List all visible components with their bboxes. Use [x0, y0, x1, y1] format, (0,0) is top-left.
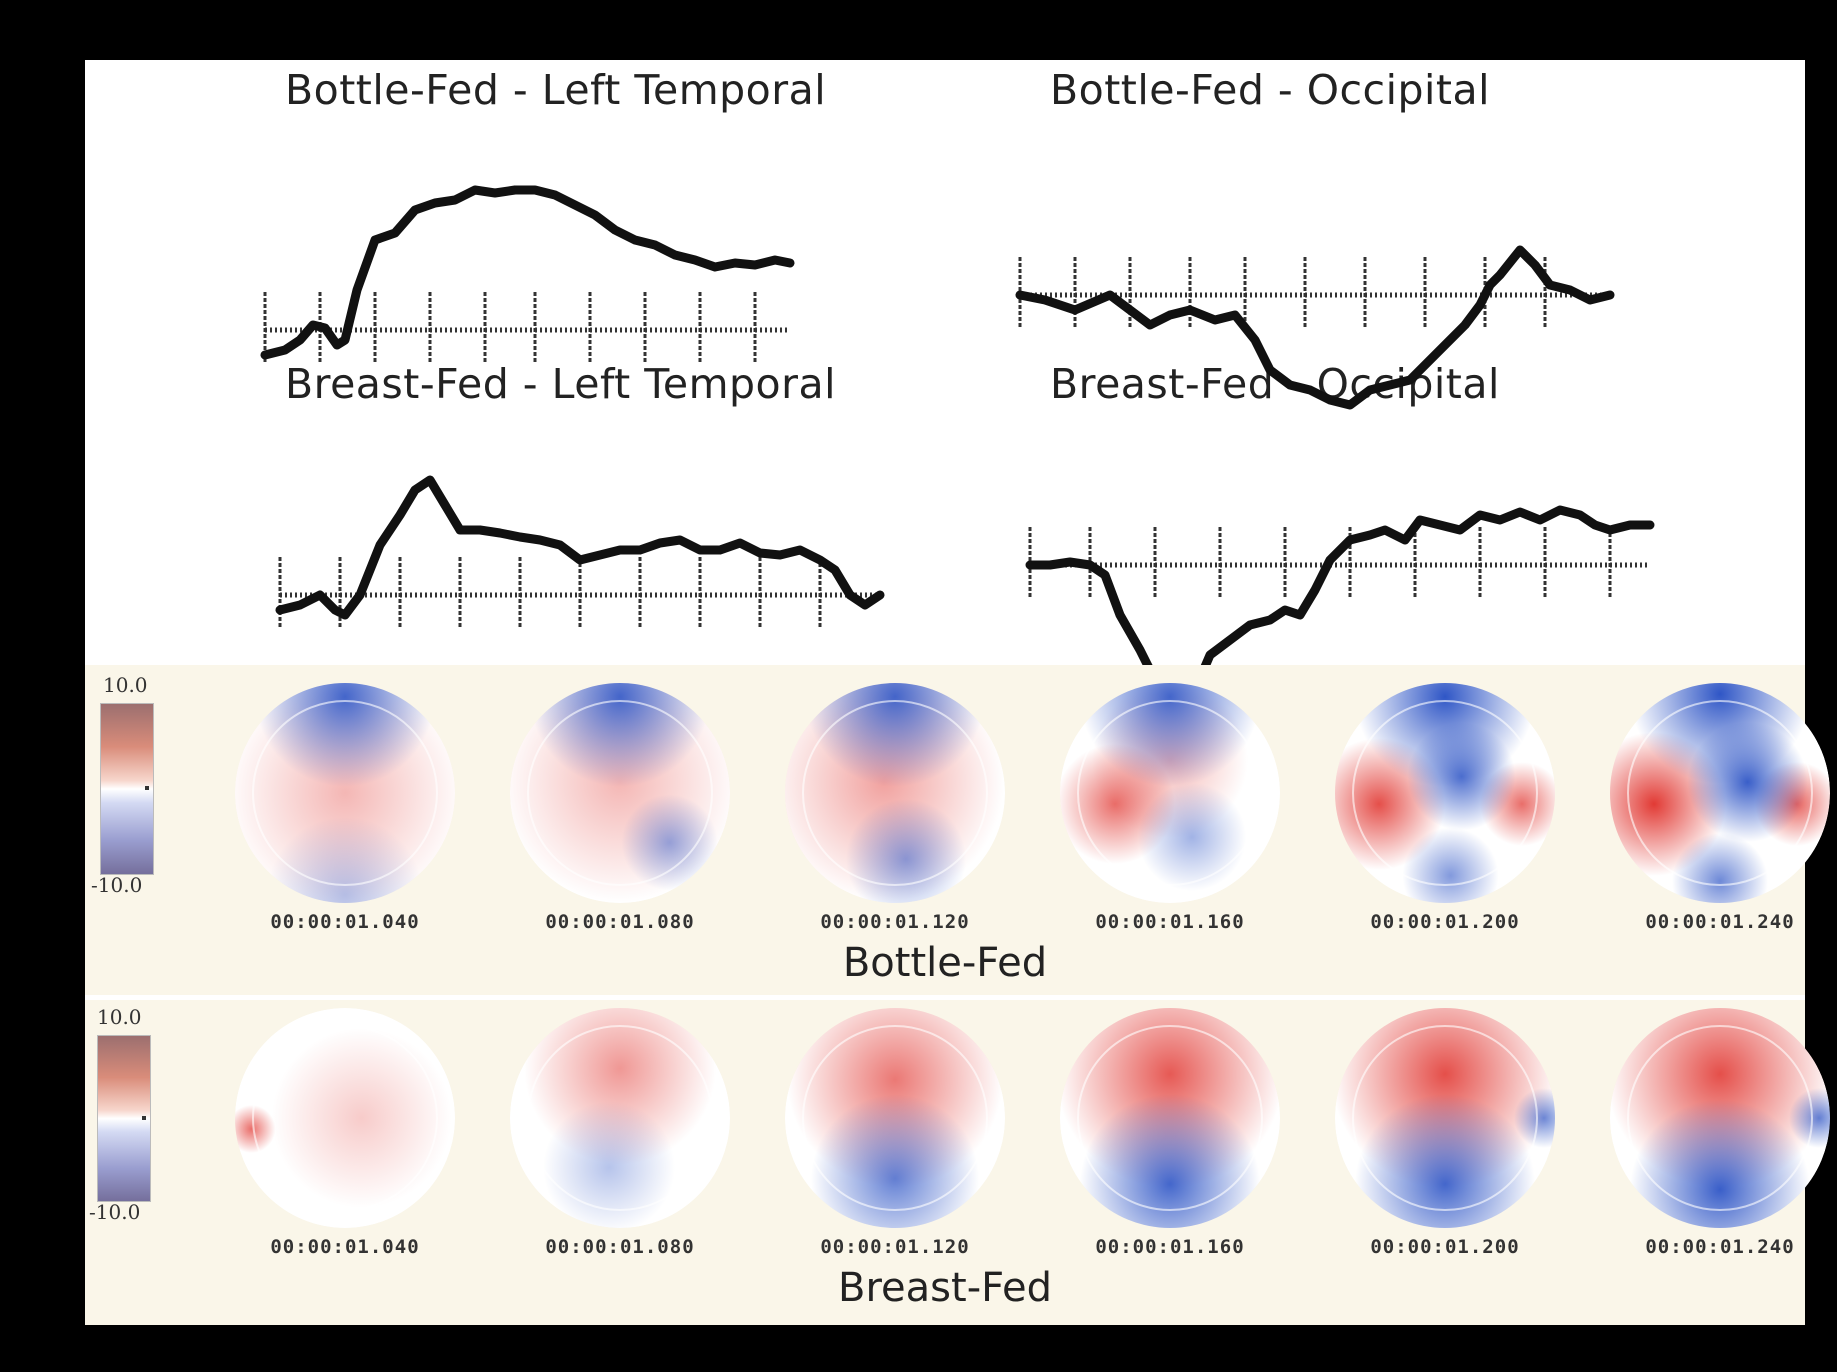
waveform-breast-occipital [1025, 505, 1655, 703]
group-title-bottle-fed: Bottle-Fed [842, 940, 1048, 986]
topomap-panel-breast-fed: 10.0 -10.0 00:00:01.040 00:00:01.080 00:00… [85, 1000, 1830, 1325]
topomap-timestamp: 00:00:01.160 [1095, 911, 1245, 933]
head-outline [252, 700, 438, 886]
waveform-bottle-left-temporal [260, 185, 795, 362]
topomap-timestamp: 00:00:01.200 [1370, 911, 1520, 933]
erp-trace [1015, 245, 1615, 410]
topomap-head [1610, 1008, 1830, 1228]
topomap-panel-bottle-fed: 10.0 -10.0 00:00:01.040 00:00:01.080 00:00… [85, 665, 1830, 995]
color-scale-min-label: -10.0 [89, 1200, 141, 1224]
waveform-title-breast-left-temporal: Breast-Fed - Left Temporal [285, 360, 837, 408]
head-outline [527, 700, 713, 886]
negative-region [1514, 1088, 1555, 1148]
head-outline [1352, 1025, 1538, 1211]
negative-region [1355, 1094, 1535, 1228]
topomap-timestamp: 00:00:01.240 [1645, 1236, 1795, 1258]
head-outline [1627, 700, 1813, 886]
waveform-title-bottle-occipital: Bottle-Fed - Occipital [1050, 66, 1490, 114]
figure: Bottle-Fed - Left Temporal Bottle-Fed - … [85, 60, 1830, 1325]
positive-region [271, 1028, 452, 1208]
erp-trace [260, 185, 795, 360]
topomap-head [785, 1008, 1005, 1228]
group-title-breast-fed: Breast-Fed [838, 1265, 1052, 1311]
color-scale-max-label: 10.0 [103, 673, 148, 697]
topomap-timestamp: 00:00:01.200 [1370, 1236, 1520, 1258]
topomap-timestamp: 00:00:01.080 [545, 1236, 695, 1258]
negative-region [255, 683, 435, 787]
topomap-timestamp: 00:00:01.120 [820, 1236, 970, 1258]
negative-region [530, 683, 710, 787]
head-outline [527, 1025, 713, 1211]
negative-region [1138, 783, 1246, 891]
negative-region [1407, 722, 1516, 831]
color-scale-max-label: 10.0 [97, 1005, 142, 1029]
topomap-timestamp: 00:00:01.040 [270, 911, 420, 933]
color-scale-midpoint [145, 786, 149, 790]
topomap-head [1335, 683, 1555, 903]
negative-region [1080, 683, 1260, 787]
head-outline [252, 1025, 438, 1211]
color-scale-midpoint [142, 1116, 146, 1120]
head-outline [1077, 700, 1263, 886]
erp-trace [275, 475, 885, 620]
negative-region [1080, 1094, 1260, 1228]
topomap-head [1335, 1008, 1555, 1228]
topomap-timestamp: 00:00:01.040 [270, 1236, 420, 1258]
head-outline [1627, 1025, 1813, 1211]
positive-region [235, 1105, 276, 1153]
erp-trace [1025, 505, 1655, 703]
negative-region [621, 794, 718, 891]
waveform-breast-left-temporal [275, 475, 885, 627]
negative-region [846, 799, 966, 903]
head-outline [1077, 1025, 1263, 1211]
negative-region [1630, 1099, 1810, 1228]
topomap-head [510, 1008, 730, 1228]
head-outline [1352, 700, 1538, 886]
negative-region [543, 1101, 675, 1228]
negative-region [1687, 722, 1808, 842]
topomap-head [235, 1008, 455, 1228]
negative-region [1789, 1088, 1830, 1148]
topomap-head [1060, 1008, 1280, 1228]
waveform-title-bottle-left-temporal: Bottle-Fed - Left Temporal [285, 66, 827, 114]
negative-region [267, 816, 423, 903]
topomap-head [1060, 683, 1280, 903]
topomap-timestamp: 00:00:01.120 [820, 911, 970, 933]
topomap-timestamp: 00:00:01.240 [1645, 911, 1795, 933]
waveform-bottle-occipital [1015, 245, 1615, 410]
topomap-timestamp: 00:00:01.080 [545, 911, 695, 933]
topomap-timestamp: 00:00:01.160 [1095, 1236, 1245, 1258]
topomap-head [785, 683, 1005, 903]
topomap-head [510, 683, 730, 903]
topomap-head [235, 683, 455, 903]
negative-region [805, 683, 985, 787]
head-outline [802, 1025, 988, 1211]
color-scale-min-label: -10.0 [91, 873, 143, 897]
negative-region [1672, 833, 1768, 903]
head-outline [802, 700, 988, 886]
topomap-head [1610, 683, 1830, 903]
